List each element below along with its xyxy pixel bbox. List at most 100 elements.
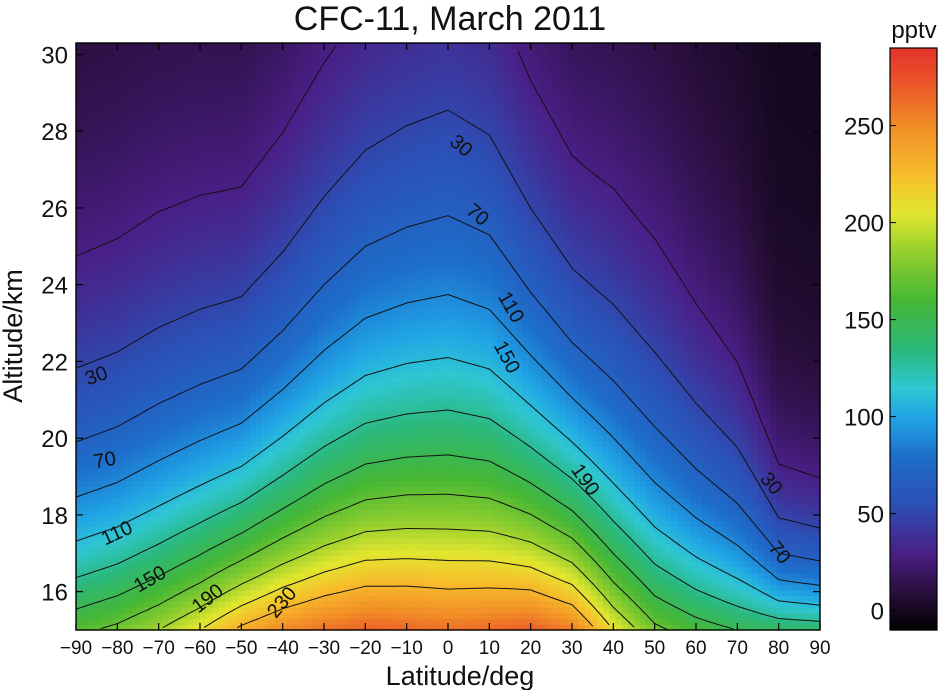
heatmap-cell xyxy=(516,549,523,556)
heatmap-cell xyxy=(162,405,170,412)
heatmap-cell xyxy=(410,578,418,585)
heatmap-cell xyxy=(200,445,207,453)
heatmap-cell xyxy=(696,578,703,585)
heatmap-cell xyxy=(696,451,703,458)
heatmap-cell xyxy=(702,566,709,574)
heatmap-cell xyxy=(330,497,337,504)
heatmap-cell xyxy=(348,566,356,574)
heatmap-cell xyxy=(652,434,660,441)
heatmap-cell xyxy=(181,555,189,562)
heatmap-cell xyxy=(677,572,685,579)
heatmap-cell xyxy=(200,543,207,551)
heatmap-cell xyxy=(398,543,406,551)
heatmap-cell xyxy=(305,440,313,447)
heatmap-cell xyxy=(665,457,672,464)
heatmap-cell xyxy=(528,612,536,620)
heatmap-cell xyxy=(373,566,381,574)
heatmap-cell xyxy=(311,497,319,504)
heatmap-cell xyxy=(652,555,660,562)
heatmap-cell xyxy=(807,543,815,551)
heatmap-cell xyxy=(404,509,412,516)
heatmap-cell xyxy=(423,537,430,545)
heatmap-cell xyxy=(708,560,716,568)
heatmap-cell xyxy=(448,417,455,424)
heatmap-cell xyxy=(243,624,251,631)
heatmap-cell xyxy=(559,520,567,528)
heatmap-cell xyxy=(479,480,486,487)
heatmap-cell xyxy=(665,578,672,585)
heatmap-cell xyxy=(237,440,244,447)
heatmap-cell xyxy=(94,417,102,424)
heatmap-cell xyxy=(286,612,294,620)
heatmap-cell xyxy=(460,428,468,435)
heatmap-cell xyxy=(417,405,424,412)
heatmap-cell xyxy=(603,578,610,585)
heatmap-cell xyxy=(510,417,517,424)
heatmap-cell xyxy=(286,434,294,441)
heatmap-cell xyxy=(100,463,108,470)
heatmap-cell xyxy=(348,457,356,464)
heatmap-cell xyxy=(200,474,207,481)
heatmap-cell xyxy=(565,618,573,625)
heatmap-cell xyxy=(342,549,350,556)
heatmap-cell xyxy=(218,463,226,470)
heatmap-cell xyxy=(454,589,461,597)
heatmap-cell xyxy=(299,578,306,585)
heatmap-cell xyxy=(559,497,567,504)
heatmap-cell xyxy=(472,526,480,533)
heatmap-cell xyxy=(758,583,765,591)
heatmap-cell xyxy=(454,434,461,441)
heatmap-cell xyxy=(733,583,740,591)
heatmap-cell xyxy=(764,394,771,401)
heatmap-cell xyxy=(305,399,313,407)
heatmap-cell xyxy=(286,578,294,585)
heatmap-cell xyxy=(516,572,523,579)
heatmap-cell xyxy=(553,417,561,424)
heatmap-cell xyxy=(336,474,344,481)
heatmap-cell xyxy=(305,601,313,608)
heatmap-cell xyxy=(714,618,722,625)
heatmap-cell xyxy=(336,497,344,504)
heatmap-cell xyxy=(596,520,604,528)
heatmap-cell xyxy=(503,601,511,608)
heatmap-cell xyxy=(379,555,387,562)
heatmap-cell xyxy=(615,503,623,510)
heatmap-cell xyxy=(782,583,790,591)
heatmap-cell xyxy=(683,532,691,539)
heatmap-cell xyxy=(193,503,201,510)
heatmap-cell xyxy=(466,549,474,556)
heatmap-cell xyxy=(200,497,207,504)
heatmap-cell xyxy=(689,537,697,545)
heatmap-cell xyxy=(138,555,145,562)
heatmap-cell xyxy=(547,497,554,504)
heatmap-cell xyxy=(423,532,430,539)
heatmap-cell xyxy=(162,566,170,574)
heatmap-cell xyxy=(572,417,579,424)
heatmap-cell xyxy=(702,422,709,430)
heatmap-cell xyxy=(435,457,443,464)
heatmap-cell xyxy=(386,578,393,585)
heatmap-cell xyxy=(646,457,654,464)
heatmap-cell xyxy=(100,537,108,545)
heatmap-cell xyxy=(144,486,151,493)
heatmap-cell xyxy=(665,549,672,556)
heatmap-cell xyxy=(144,503,151,510)
heatmap-cell xyxy=(392,405,399,412)
heatmap-cell xyxy=(138,486,145,493)
heatmap-cell xyxy=(336,606,344,614)
heatmap-cell xyxy=(324,595,331,602)
heatmap-cell xyxy=(76,618,83,625)
heatmap-cell xyxy=(677,514,685,522)
heatmap-cell xyxy=(88,606,96,614)
heatmap-cell xyxy=(193,457,201,464)
heatmap-cell xyxy=(466,520,474,528)
heatmap-cell xyxy=(268,445,275,453)
heatmap-cell xyxy=(100,549,108,556)
heatmap-cell xyxy=(739,509,747,516)
heatmap-cell xyxy=(789,480,796,487)
heatmap-cell xyxy=(268,532,275,539)
heatmap-cell xyxy=(150,503,158,510)
heatmap-cell xyxy=(801,411,809,418)
heatmap-cell xyxy=(534,612,542,620)
heatmap-cell xyxy=(448,624,455,631)
